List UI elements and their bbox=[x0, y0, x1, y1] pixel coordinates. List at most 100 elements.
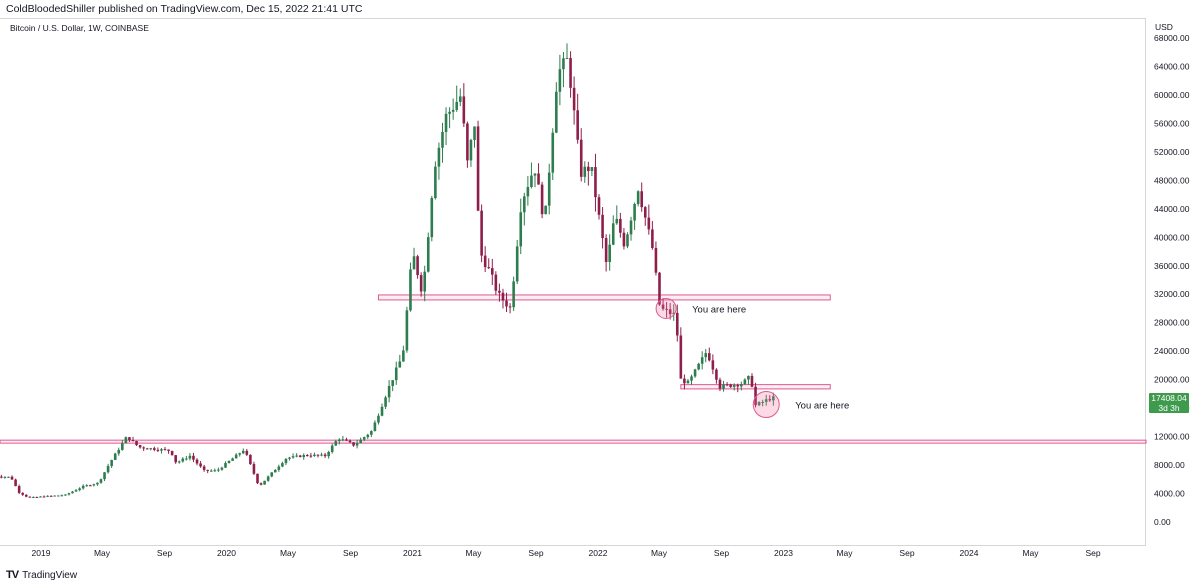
candle-body bbox=[551, 132, 555, 173]
candle bbox=[231, 457, 234, 461]
candle bbox=[732, 383, 736, 391]
candle-body bbox=[458, 96, 462, 102]
candle bbox=[473, 126, 476, 148]
candle bbox=[213, 468, 217, 472]
candle bbox=[530, 162, 533, 189]
y-tick-label: 60000.00 bbox=[1154, 90, 1190, 100]
candle bbox=[227, 460, 231, 464]
candle bbox=[81, 484, 85, 490]
candle-body bbox=[576, 110, 579, 140]
symbol-legend[interactable]: Bitcoin / U.S. Dollar, 1W, COINBASE bbox=[10, 23, 149, 33]
candle bbox=[67, 492, 71, 496]
candle-body bbox=[71, 491, 74, 494]
candle-body bbox=[480, 210, 483, 256]
candle bbox=[508, 303, 512, 314]
tradingview-brand[interactable]: TV TradingView bbox=[6, 569, 77, 581]
candle bbox=[138, 444, 142, 449]
candle-body bbox=[366, 434, 370, 438]
candle-body bbox=[35, 496, 39, 498]
candle-body bbox=[608, 244, 611, 262]
candle bbox=[327, 450, 330, 459]
candle bbox=[768, 395, 772, 402]
candle bbox=[241, 448, 245, 455]
candle-body bbox=[302, 455, 306, 458]
candle-body bbox=[64, 494, 67, 496]
candle bbox=[754, 382, 757, 408]
candle bbox=[313, 452, 316, 457]
y-tick-label: 40000.00 bbox=[1154, 232, 1190, 242]
candle-body bbox=[473, 126, 476, 140]
candle bbox=[515, 239, 519, 285]
candle-body bbox=[224, 463, 227, 468]
candle bbox=[405, 306, 409, 353]
candle bbox=[558, 54, 562, 106]
candle bbox=[224, 461, 227, 469]
brand-name: TradingView bbox=[22, 569, 78, 581]
candle-body bbox=[88, 485, 92, 487]
candle bbox=[498, 283, 501, 302]
candle bbox=[46, 495, 49, 498]
candle bbox=[722, 380, 725, 392]
candle-body bbox=[231, 458, 234, 461]
candle bbox=[437, 142, 441, 180]
candle-body bbox=[32, 496, 35, 498]
candle-body bbox=[394, 367, 398, 381]
candle bbox=[594, 153, 597, 212]
candle-body bbox=[220, 467, 224, 470]
candle bbox=[32, 496, 35, 498]
zones-layer bbox=[0, 294, 1147, 444]
candle-body bbox=[579, 139, 583, 177]
candle-body bbox=[160, 449, 163, 451]
candle-body bbox=[7, 476, 10, 478]
candle bbox=[412, 247, 416, 270]
candle bbox=[174, 455, 177, 464]
candle bbox=[3, 476, 7, 479]
candle-body bbox=[679, 335, 683, 379]
candle-body bbox=[448, 111, 451, 114]
candle-body bbox=[747, 375, 750, 380]
candle bbox=[608, 234, 611, 271]
candle bbox=[458, 88, 462, 107]
candle-body bbox=[245, 450, 249, 455]
y-tick-label: 4000.00 bbox=[1154, 489, 1185, 499]
candle bbox=[604, 234, 608, 272]
candle bbox=[256, 473, 259, 485]
candle bbox=[60, 494, 64, 497]
candle bbox=[526, 176, 530, 206]
candle-body bbox=[252, 464, 256, 474]
candle bbox=[672, 304, 676, 321]
candle-body bbox=[704, 353, 708, 358]
candle bbox=[195, 458, 199, 466]
x-axis: 2019 May Sep 2020 May Sep 2021 May Sep 2022 May Sep… bbox=[32, 548, 1101, 558]
candle-body bbox=[622, 232, 626, 247]
candle-body bbox=[153, 448, 156, 450]
candle-body bbox=[181, 458, 185, 462]
candle-body bbox=[17, 486, 21, 493]
candle-body bbox=[398, 361, 402, 368]
candle bbox=[480, 204, 483, 263]
last-price-value: 17408.04 bbox=[1151, 393, 1187, 403]
candle bbox=[24, 494, 28, 498]
candle-body bbox=[60, 495, 64, 497]
candle bbox=[462, 83, 466, 128]
candle-body bbox=[195, 459, 199, 464]
x-tick-label: May bbox=[651, 548, 668, 558]
candle bbox=[199, 461, 202, 468]
candle-body bbox=[341, 439, 345, 441]
candle-body bbox=[370, 431, 373, 435]
candle bbox=[597, 194, 601, 220]
candle bbox=[402, 345, 405, 362]
candle bbox=[761, 399, 764, 407]
candle-body bbox=[537, 173, 540, 185]
candle bbox=[153, 446, 156, 452]
chart-frame bbox=[0, 18, 1146, 546]
candle-body bbox=[327, 451, 330, 457]
candle-body bbox=[572, 87, 576, 111]
candle-body bbox=[138, 445, 142, 448]
x-tick-label: Sep bbox=[714, 548, 729, 558]
candle bbox=[757, 401, 761, 407]
y-tick-label: 64000.00 bbox=[1154, 61, 1190, 71]
candle bbox=[359, 437, 362, 444]
x-tick-label: 2021 bbox=[403, 548, 422, 558]
